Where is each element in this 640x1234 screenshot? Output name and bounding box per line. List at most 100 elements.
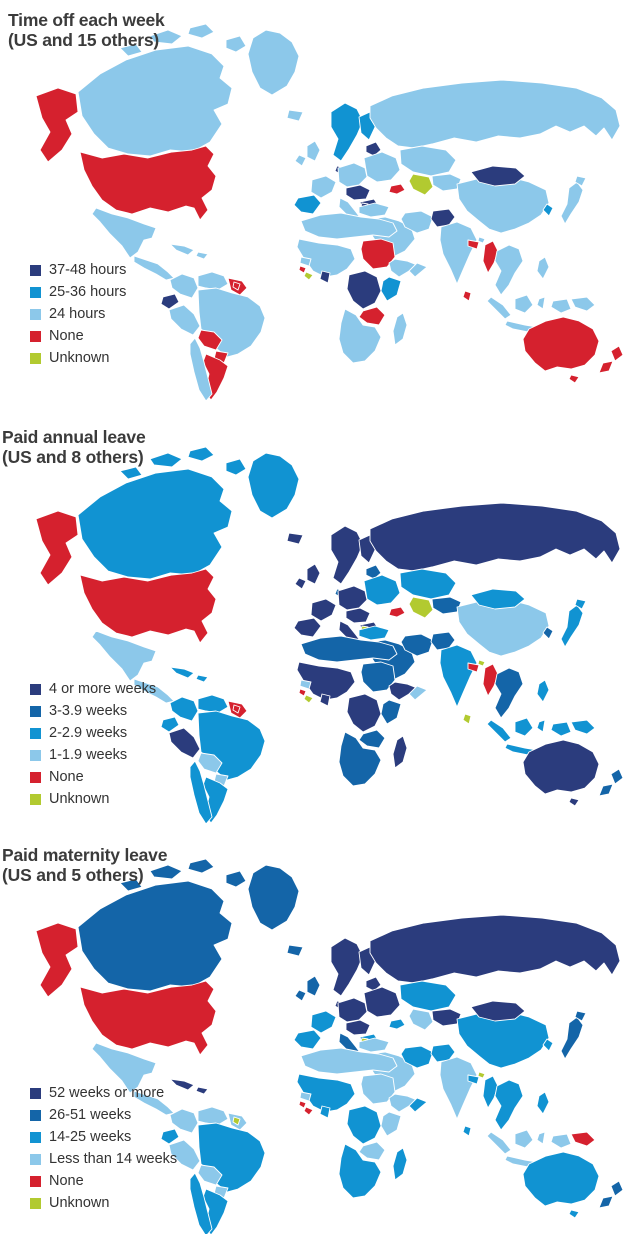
world-map xyxy=(35,858,624,1234)
legend-label: 4 or more weeks xyxy=(49,681,157,697)
region-nz xyxy=(598,1180,624,1209)
legend-swatch xyxy=(30,352,41,364)
legend-label: 24 hours xyxy=(49,306,106,322)
region-kenya-tanzania xyxy=(380,1111,402,1137)
legend-label: Less than 14 weeks xyxy=(49,1151,178,1167)
region-eastern-europe xyxy=(363,574,401,606)
region-bhutan xyxy=(477,1071,486,1079)
region-bolivia xyxy=(197,752,223,774)
region-kazakhstan xyxy=(399,980,457,1012)
region-philippines xyxy=(536,256,550,280)
choropleth-map-time-off xyxy=(0,0,640,400)
region-greenland xyxy=(247,29,300,96)
region-central-asia xyxy=(431,173,462,192)
region-alaska xyxy=(35,87,79,163)
region-central-europe xyxy=(337,997,368,1023)
region-canada xyxy=(77,858,247,992)
region-ghana xyxy=(319,693,331,707)
map-section-annual-leave: Paid annual leave (US and 8 others) 4 or… xyxy=(0,415,640,835)
region-philippines xyxy=(536,679,550,703)
region-central-europe xyxy=(337,162,368,188)
region-indonesia xyxy=(486,294,572,334)
legend-label: Unknown xyxy=(49,350,110,366)
legend-label: 25-36 hours xyxy=(49,284,127,300)
region-central-asia xyxy=(431,1008,462,1027)
region-central-asia xyxy=(431,596,462,615)
world-map xyxy=(35,23,624,400)
region-greenland xyxy=(247,452,300,519)
region-north-africa xyxy=(300,212,398,240)
region-sri-lanka xyxy=(462,713,472,725)
legend-label: Unknown xyxy=(49,1195,110,1211)
region-se-asia xyxy=(494,1079,524,1131)
region-russia xyxy=(369,79,621,149)
region-mongolia xyxy=(470,165,526,187)
legend-label: None xyxy=(49,1173,84,1189)
region-guinea xyxy=(299,679,312,690)
region-colombia xyxy=(169,696,199,722)
region-turkey xyxy=(358,625,390,641)
map-title-line2: (US and 5 others) xyxy=(2,865,144,886)
region-korea xyxy=(542,626,554,640)
region-nepal-bangladesh xyxy=(467,1074,480,1085)
region-madagascar xyxy=(392,1147,408,1181)
legend-swatch xyxy=(30,330,41,342)
map-title-line1: Paid annual leave xyxy=(2,427,146,447)
legend-swatch xyxy=(30,308,41,320)
region-madagascar xyxy=(392,312,408,346)
region-australia xyxy=(522,739,600,807)
legend-label: 26-51 weeks xyxy=(49,1107,132,1123)
region-france xyxy=(310,598,337,622)
region-france xyxy=(310,175,337,199)
region-russia xyxy=(369,914,621,984)
region-madagascar xyxy=(392,735,408,769)
region-turkmenistan xyxy=(408,173,434,196)
region-japan xyxy=(560,1010,587,1060)
region-australia xyxy=(522,1151,600,1219)
region-sudan xyxy=(360,1073,396,1105)
region-mexico xyxy=(91,1042,157,1094)
region-philippines xyxy=(536,1091,550,1115)
region-ecuador xyxy=(160,716,180,733)
legend-label: 52 weeks or more xyxy=(49,1085,165,1101)
region-bolivia xyxy=(197,1164,223,1186)
region-mexico xyxy=(91,207,157,259)
region-austria-hungary xyxy=(345,607,371,624)
legend-label: 3-3.9 weeks xyxy=(49,703,128,719)
legend-swatch xyxy=(30,1131,41,1143)
region-zambia-zimbabwe xyxy=(358,1141,386,1161)
region-eastern-europe xyxy=(363,151,401,183)
legend-swatch xyxy=(30,286,41,298)
region-caribbean xyxy=(169,243,209,260)
region-guinea xyxy=(299,256,312,267)
region-iran xyxy=(400,1045,434,1069)
legend-swatch xyxy=(30,683,41,695)
region-west-africa xyxy=(296,661,356,701)
legend-item: Unknown xyxy=(30,1195,177,1211)
region-austria-hungary xyxy=(345,184,371,201)
region-korea xyxy=(542,1038,554,1052)
region-southern-africa xyxy=(338,1143,382,1199)
region-mexico xyxy=(91,630,157,682)
region-bhutan xyxy=(477,659,486,667)
region-southern-africa xyxy=(338,731,382,787)
choropleth-map-maternity-leave xyxy=(0,835,640,1234)
legend-label: 14-25 weeks xyxy=(49,1129,132,1145)
region-baltics xyxy=(365,976,382,992)
legend-item: None xyxy=(30,769,156,785)
region-ecuador xyxy=(160,1128,180,1145)
region-france xyxy=(310,1010,337,1034)
region-zambia-zimbabwe xyxy=(358,729,386,749)
region-liberia xyxy=(303,1106,314,1116)
region-zambia-zimbabwe xyxy=(358,306,386,326)
region-alaska xyxy=(35,510,79,586)
region-venezuela xyxy=(197,694,229,714)
region-suriname xyxy=(232,281,241,291)
map-section-time-off: Time off each week (US and 15 others) 37… xyxy=(0,0,640,415)
region-austria-hungary xyxy=(345,1019,371,1036)
region-se-asia xyxy=(494,244,524,296)
region-suriname xyxy=(232,704,241,714)
region-venezuela xyxy=(197,1106,229,1126)
region-caucasus xyxy=(388,606,406,618)
legend-label: None xyxy=(49,769,84,785)
